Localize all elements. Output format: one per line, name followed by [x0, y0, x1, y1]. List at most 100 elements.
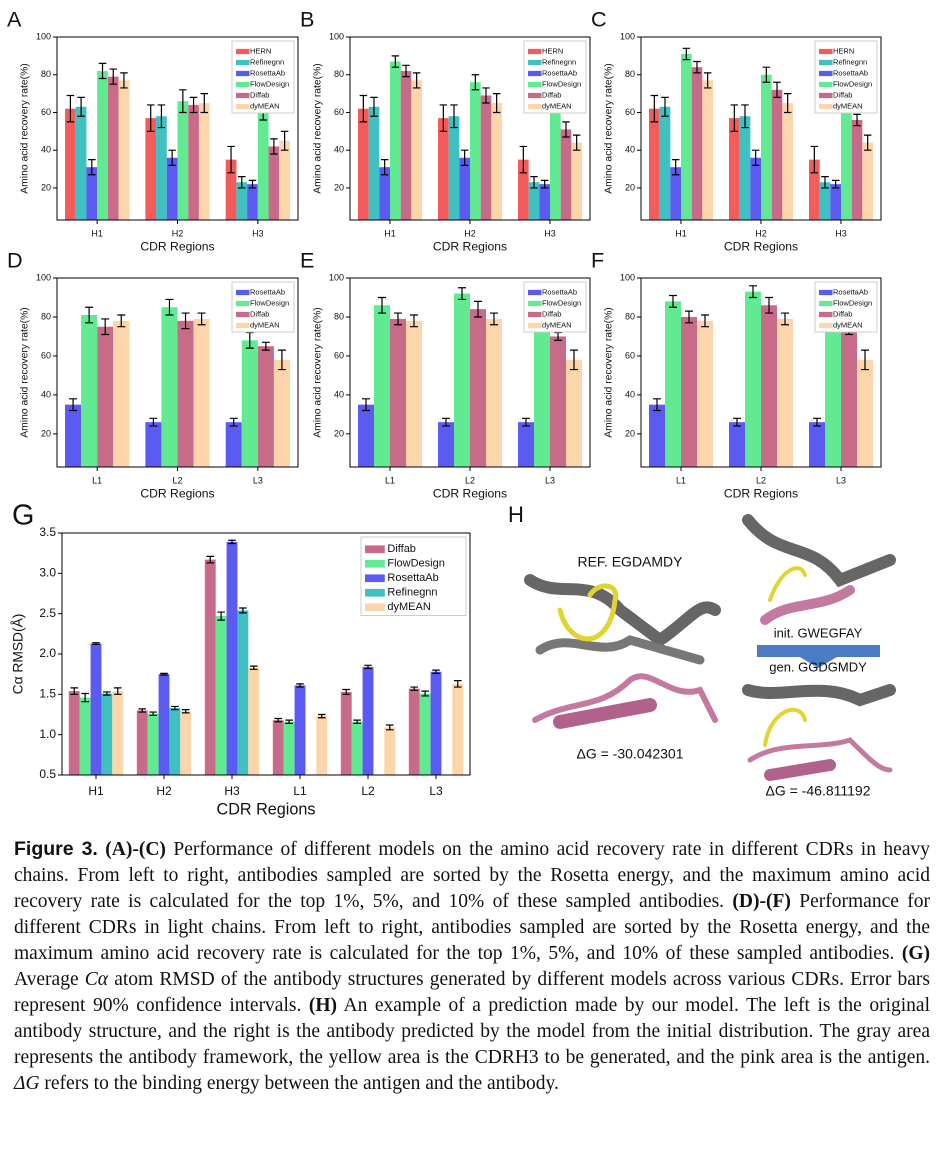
bar — [539, 184, 550, 220]
legend-label: dyMEAN — [250, 101, 280, 110]
error-bar — [238, 176, 246, 189]
bar — [550, 97, 561, 220]
x-tick-label: H1 — [91, 228, 103, 238]
error-bar — [863, 134, 872, 151]
error-bar — [353, 719, 361, 724]
bar — [384, 727, 396, 775]
bar — [729, 422, 745, 467]
legend-label: RosettaAb — [542, 68, 577, 77]
bar — [390, 61, 401, 220]
legend-label: FlowDesign — [387, 558, 444, 570]
bar — [136, 710, 148, 775]
legend: RosettaAb FlowDesign Diffab dyMEAN — [231, 281, 295, 333]
bar — [841, 101, 852, 220]
legend-swatch — [236, 81, 250, 88]
legend: HERN Refinegnn RosettaAb FlowDesign Diffab dy… — [814, 40, 878, 114]
x-tick-label: H2 — [755, 228, 767, 238]
bar — [438, 422, 454, 467]
bar — [81, 315, 98, 467]
legend: RosettaAb FlowDesign Diffab dyMEAN — [523, 281, 587, 333]
error-bar — [410, 686, 419, 691]
legend: RosettaAb FlowDesign Diffab dyMEAN — [814, 281, 878, 333]
bar — [830, 184, 841, 220]
error-bar — [530, 176, 538, 189]
error-bar — [270, 138, 278, 155]
x-axis-label: CDR Regions — [140, 240, 214, 254]
bar — [283, 721, 295, 775]
legend-swatch — [528, 48, 542, 55]
error-bar — [120, 72, 128, 89]
legend-swatch — [528, 59, 542, 66]
y-tick-label: 60 — [41, 350, 51, 360]
caption-label: Figure 3. — [14, 838, 98, 860]
error-bar — [653, 398, 661, 412]
x-tick-label: L3 — [253, 475, 263, 485]
legend-label: HERN — [542, 46, 563, 55]
bar — [79, 697, 91, 775]
caption-bold: (G) — [894, 943, 931, 964]
bar — [156, 116, 167, 220]
bar — [177, 101, 189, 220]
y-tick-label: 80 — [625, 69, 635, 79]
error-bar — [813, 417, 821, 427]
bar — [390, 318, 406, 467]
x-tick-label: H3 — [224, 784, 240, 798]
legend-label: Refinegnn — [833, 57, 867, 66]
error-bar — [285, 719, 293, 724]
legend-swatch — [819, 103, 833, 110]
bar — [771, 89, 783, 221]
bar — [750, 157, 761, 220]
bar — [665, 301, 681, 467]
x-tick-label: L1 — [92, 475, 102, 485]
bar — [169, 708, 181, 775]
bar — [438, 118, 449, 220]
y-tick-label: 40 — [625, 389, 635, 399]
error-bar — [730, 104, 739, 132]
error-bar — [138, 708, 147, 713]
bar — [491, 103, 502, 220]
legend-label: dyMEAN — [833, 101, 863, 110]
error-bar — [364, 664, 372, 670]
bar — [408, 688, 420, 775]
error-bar — [554, 331, 562, 341]
y-tick-label: 20 — [625, 428, 635, 438]
legend-swatch — [365, 603, 385, 612]
error-bar — [492, 92, 501, 114]
error-bar — [280, 130, 289, 151]
error-bar — [669, 294, 677, 308]
error-bar — [861, 349, 869, 371]
legend-swatch — [528, 300, 542, 307]
bar — [97, 70, 108, 220]
legend-swatch — [819, 300, 833, 307]
legend-swatch — [236, 48, 250, 55]
bar — [241, 340, 258, 467]
x-axis-label: CDR Regions — [724, 240, 798, 254]
bar — [486, 318, 502, 467]
plot-frame — [56, 36, 299, 221]
bar — [279, 140, 290, 220]
legend-label: Diffab — [250, 309, 269, 318]
error-bar — [217, 611, 225, 621]
panel-letter: A — [7, 7, 22, 32]
error-bar — [385, 724, 394, 731]
x-tick-label: L2 — [756, 475, 766, 485]
bar — [236, 182, 248, 220]
charts: H REF. EGDAMDY ΔG = -30.042301 init. GWE… — [7, 7, 896, 818]
bar — [659, 106, 671, 220]
error-bar — [412, 72, 421, 89]
bar — [406, 320, 422, 467]
bar — [166, 157, 178, 220]
y-tick-label: 100 — [329, 272, 344, 282]
bar — [113, 320, 130, 467]
bar — [180, 711, 192, 775]
y-tick-label: 3.5 — [39, 525, 56, 539]
caption-bold: (H) — [301, 995, 338, 1016]
bar — [248, 667, 260, 775]
y-tick-label: 60 — [334, 350, 344, 360]
bar — [670, 167, 681, 220]
legend-swatch — [528, 289, 542, 296]
legend-swatch — [365, 559, 385, 568]
y-tick-label: 2.5 — [39, 606, 56, 620]
legend-label: Diffab — [387, 543, 416, 555]
bar — [681, 53, 692, 220]
